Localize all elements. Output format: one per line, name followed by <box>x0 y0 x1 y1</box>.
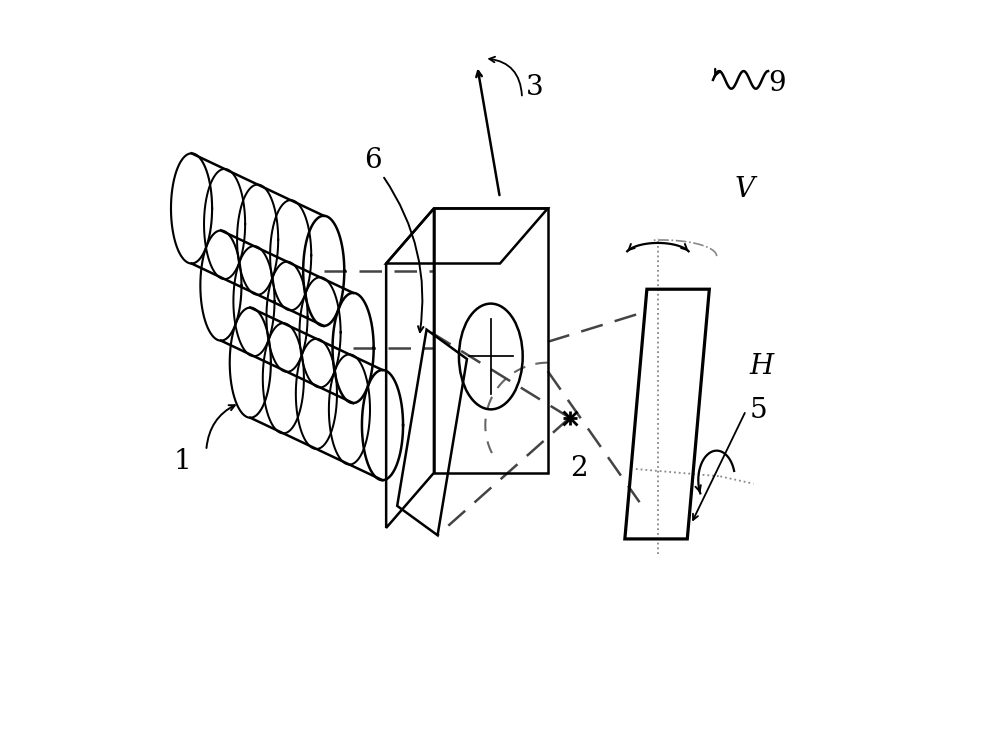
Text: 2: 2 <box>570 456 587 482</box>
Text: 5: 5 <box>750 397 767 424</box>
Text: H: H <box>750 353 774 380</box>
Text: 6: 6 <box>364 147 382 174</box>
Text: 1: 1 <box>173 448 191 475</box>
Text: 9: 9 <box>768 70 786 97</box>
Text: 3: 3 <box>526 73 543 101</box>
Text: V: V <box>735 176 755 204</box>
